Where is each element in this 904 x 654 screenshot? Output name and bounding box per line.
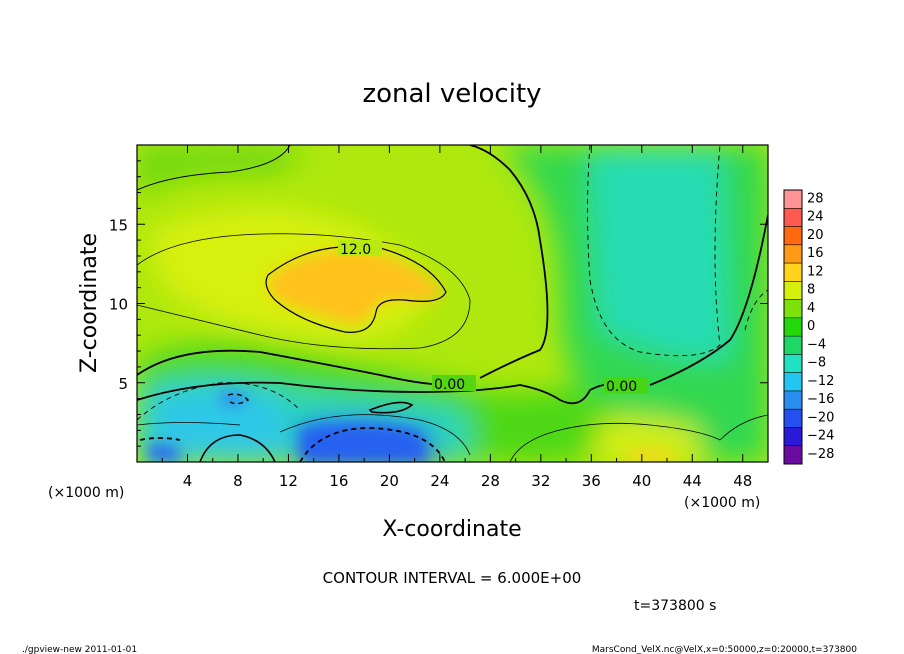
x-tick-label: 8: [233, 472, 243, 490]
colorbar-label: −4: [807, 337, 826, 352]
colorbar-label: 28: [807, 191, 824, 206]
colorbar-swatch: [784, 390, 802, 410]
y-tick-label: 5: [118, 375, 128, 393]
field-shading: [137, 145, 768, 462]
footer-left: ./gpview-new 2011-01-01: [22, 645, 137, 654]
x-tick-label: 32: [531, 472, 550, 490]
colorbar-label: 16: [807, 246, 824, 261]
colorbar-label: −20: [807, 410, 834, 425]
negative-contours: [137, 145, 768, 462]
chart-title: zonal velocity: [362, 79, 541, 109]
x-tick-label: 20: [380, 472, 399, 490]
colorbar-label: 4: [807, 301, 815, 316]
colorbar-label: −8: [807, 356, 826, 371]
y-tick-label: 10: [109, 296, 128, 314]
colorbar-swatch: [784, 244, 802, 264]
y-axis-label: Z-coordinate: [77, 233, 102, 373]
colorbar-swatch: [784, 281, 802, 300]
x-axis: 4 8 12 16 20 24 28 32 36 40 44 48: [161, 145, 752, 490]
contour-label-12: 12.0: [340, 242, 371, 258]
x-tick-label: 28: [481, 472, 500, 490]
footer-right: MarsCond_VelX.nc@VelX,x=0:50000,z=0:2000…: [592, 645, 857, 654]
colorbar-label: 20: [807, 228, 824, 243]
x-tick-label: 12: [279, 472, 298, 490]
colorbar-label: −24: [807, 429, 834, 444]
x-tick-label: 48: [733, 472, 752, 490]
contour-label-zero-right: 0.00: [606, 379, 637, 395]
time-label: t=373800 s: [634, 598, 716, 614]
colorbar-swatch: [784, 190, 802, 209]
x-unit-left: (×1000 m): [48, 485, 124, 501]
colorbar-label: 8: [807, 283, 815, 298]
x-tick-label: 40: [632, 472, 651, 490]
colorbar-label: 12: [807, 264, 824, 279]
x-tick-label: 44: [683, 472, 702, 490]
contour-label-zero-left: 0.00: [434, 377, 465, 393]
contour-lines: [137, 145, 768, 462]
colorbar-label: 24: [807, 210, 824, 225]
x-axis-label: X-coordinate: [382, 517, 521, 542]
colorbar-swatch: [784, 299, 802, 318]
colorbar-swatch: [784, 208, 802, 227]
colorbar-label: 0: [807, 319, 815, 334]
colorbar-swatch: [784, 317, 802, 337]
colorbar-label: −12: [807, 374, 834, 389]
colorbar: 28 24 20 16 12 8 4 0 −4 −8 −12 −16 −20 −24 −28: [783, 189, 834, 465]
x-tick-label: 4: [183, 472, 193, 490]
y-axis: 5 10 15: [109, 160, 768, 447]
contour-labels: 12.0 0.00 0.00: [338, 240, 648, 395]
x-tick-label: 24: [430, 472, 449, 490]
colorbar-swatch: [784, 427, 802, 446]
colorbar-swatch: [784, 226, 802, 245]
colorbar-swatch: [784, 409, 802, 428]
colorbar-swatch: [784, 445, 802, 464]
x-tick-label: 36: [582, 472, 601, 490]
y-tick-label: 15: [109, 216, 128, 234]
contour-interval: CONTOUR INTERVAL = 6.000E+00: [323, 569, 582, 587]
x-tick-label: 16: [329, 472, 348, 490]
colorbar-swatch: [784, 336, 802, 355]
colorbar-swatch: [784, 354, 802, 373]
colorbar-swatch: [784, 263, 802, 282]
colorbar-swatch: [784, 372, 802, 391]
x-unit-right: (×1000 m): [684, 495, 760, 511]
colorbar-label: −16: [807, 392, 834, 407]
colorbar-label: −28: [807, 447, 834, 462]
